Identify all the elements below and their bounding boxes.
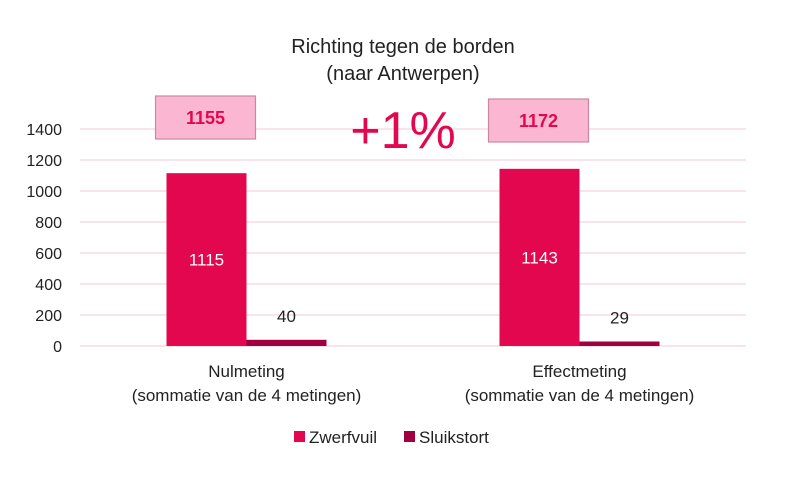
bar-zwerfvuil <box>499 168 580 346</box>
y-tick-label: 800 <box>35 215 62 232</box>
y-tick-label: 600 <box>35 246 62 263</box>
total-label: 1172 <box>519 111 558 131</box>
x-category-label: Nulmeting <box>208 362 285 381</box>
y-tick-label: 1400 <box>26 122 62 139</box>
total-box <box>154 95 257 140</box>
data-label: 1143 <box>521 248 558 267</box>
y-tick-label: 1200 <box>26 153 62 170</box>
chart-subtitle: (naar Antwerpen) <box>326 63 479 85</box>
legend-swatch <box>294 431 305 442</box>
total-label: 1155 <box>186 108 225 128</box>
legend-swatch <box>404 431 415 442</box>
bar-sluikstort <box>579 341 660 346</box>
y-tick-label: 1000 <box>26 184 62 201</box>
x-category-sublabel: (sommatie van de 4 metingen) <box>132 386 362 405</box>
y-tick-label: 400 <box>35 277 62 294</box>
y-tick-label: 0 <box>53 339 62 356</box>
legend-label: Sluikstort <box>419 428 489 447</box>
bar-sluikstort <box>246 339 327 346</box>
data-label: 40 <box>277 307 296 326</box>
chart-title: Richting tegen de borden <box>291 36 515 58</box>
data-label: 29 <box>610 309 629 328</box>
change-annotation: +1% <box>350 102 456 160</box>
total-box <box>487 98 590 143</box>
x-category-sublabel: (sommatie van de 4 metingen) <box>465 386 695 405</box>
bar-zwerfvuil <box>166 173 247 346</box>
x-category-label: Effectmeting <box>532 362 626 381</box>
legend-label: Zwerfvuil <box>309 428 377 447</box>
data-label: 1115 <box>189 251 224 270</box>
y-tick-label: 200 <box>35 308 62 325</box>
